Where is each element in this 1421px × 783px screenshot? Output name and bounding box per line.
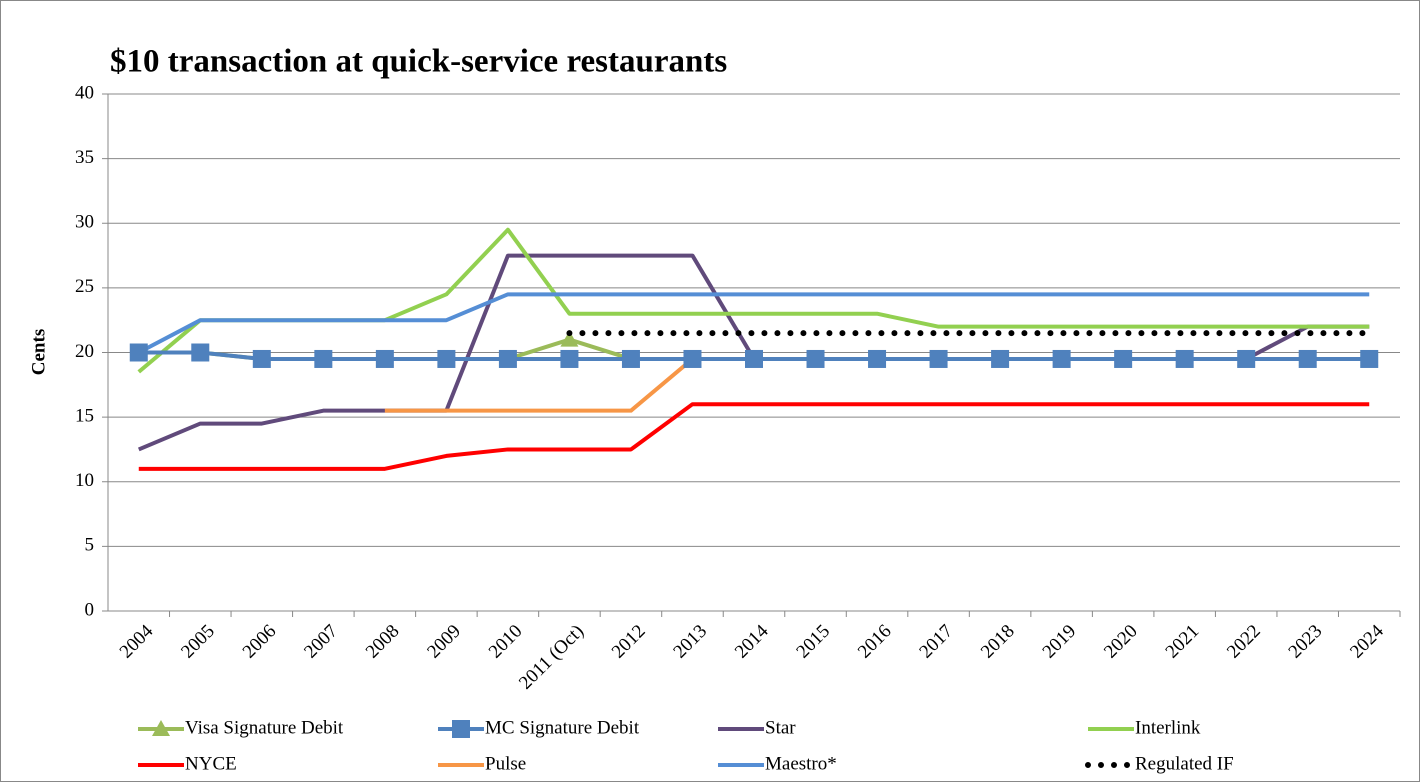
legend-label: MC Signature Debit <box>485 717 640 738</box>
marker <box>152 720 170 736</box>
marker <box>498 349 517 368</box>
y-tick-label: 10 <box>75 470 94 491</box>
y-tick-label: 35 <box>75 147 94 168</box>
marker <box>560 330 579 347</box>
marker <box>1298 349 1317 368</box>
y-tick-label: 5 <box>85 535 95 556</box>
marker <box>806 349 825 368</box>
marker <box>1175 349 1194 368</box>
marker <box>129 343 148 362</box>
y-axis-label: Cents <box>28 329 49 375</box>
y-tick-label: 20 <box>75 341 94 362</box>
marker <box>1052 349 1071 368</box>
marker <box>252 349 271 368</box>
legend-label: Star <box>765 717 796 738</box>
marker <box>437 349 456 368</box>
marker <box>560 349 579 368</box>
legend-label: Interlink <box>1135 717 1201 738</box>
marker <box>314 349 333 368</box>
marker <box>621 349 640 368</box>
legend-label: Regulated IF <box>1135 753 1234 774</box>
marker <box>452 720 470 738</box>
marker <box>375 349 394 368</box>
chart-title: $10 transaction at quick-service restaur… <box>110 44 727 80</box>
marker <box>1360 349 1379 368</box>
y-tick-label: 30 <box>75 212 94 233</box>
marker <box>683 349 702 368</box>
marker <box>1114 349 1133 368</box>
marker <box>991 349 1010 368</box>
legend-label: NYCE <box>185 753 237 774</box>
marker <box>191 343 210 362</box>
y-tick-label: 15 <box>75 405 94 426</box>
y-tick-label: 40 <box>75 82 94 103</box>
marker <box>1237 349 1256 368</box>
series-line <box>137 292 1370 355</box>
y-tick-label: 0 <box>85 599 95 620</box>
marker <box>868 349 887 368</box>
y-tick-label: 25 <box>75 276 94 297</box>
legend-label: Visa Signature Debit <box>185 717 344 738</box>
marker <box>745 349 763 368</box>
legend-label: Maestro* <box>765 753 837 774</box>
legend-label: Pulse <box>485 753 526 774</box>
series-line <box>138 402 1370 471</box>
marker <box>929 349 948 368</box>
